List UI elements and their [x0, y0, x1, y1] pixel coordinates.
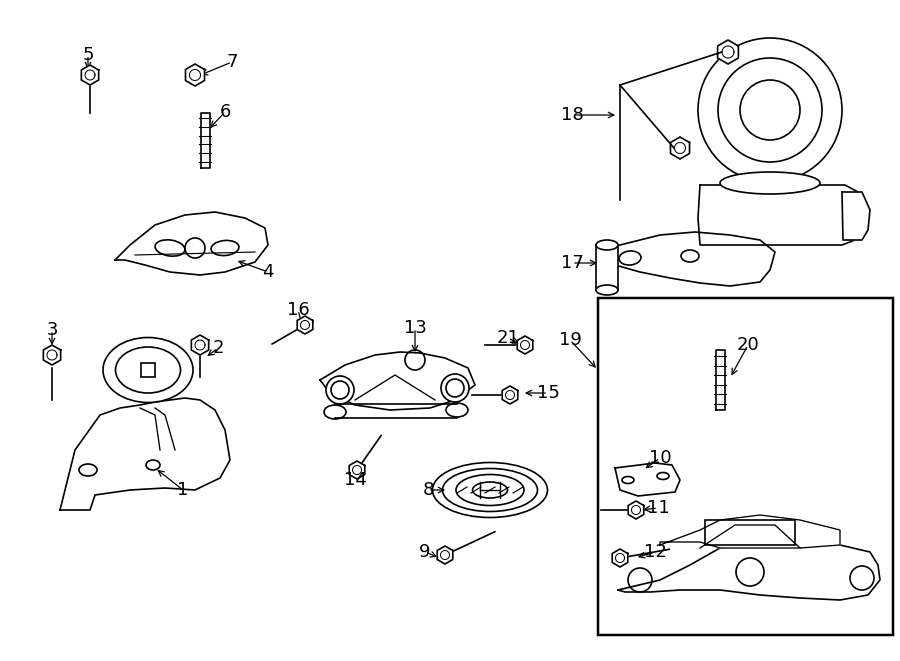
Polygon shape [628, 501, 644, 519]
Ellipse shape [433, 463, 547, 518]
Polygon shape [192, 335, 209, 355]
Polygon shape [115, 212, 268, 275]
Polygon shape [660, 515, 840, 548]
Polygon shape [698, 185, 860, 245]
Text: 13: 13 [403, 319, 427, 337]
Circle shape [441, 374, 469, 402]
Polygon shape [717, 40, 738, 64]
Text: 14: 14 [344, 471, 366, 489]
Polygon shape [716, 350, 724, 410]
Text: 17: 17 [561, 254, 583, 272]
Polygon shape [670, 137, 689, 159]
Polygon shape [43, 345, 60, 365]
Ellipse shape [324, 405, 346, 419]
Circle shape [326, 376, 354, 404]
Ellipse shape [596, 240, 618, 250]
Polygon shape [60, 398, 230, 510]
Text: 6: 6 [220, 103, 230, 121]
Text: 11: 11 [646, 499, 670, 517]
Text: 8: 8 [422, 481, 434, 499]
Bar [598, 298, 893, 635]
Polygon shape [842, 192, 870, 240]
Ellipse shape [720, 172, 820, 194]
Circle shape [698, 38, 842, 182]
Text: 15: 15 [536, 384, 560, 402]
Polygon shape [618, 540, 880, 600]
Polygon shape [615, 463, 680, 496]
Ellipse shape [596, 285, 618, 295]
Text: 16: 16 [286, 301, 310, 319]
Text: 20: 20 [736, 336, 760, 354]
Text: 7: 7 [226, 53, 238, 71]
Text: 1: 1 [177, 481, 189, 499]
Text: 2: 2 [212, 339, 224, 357]
Polygon shape [502, 386, 518, 404]
Text: 12: 12 [644, 543, 666, 561]
Polygon shape [349, 461, 364, 479]
Text: 9: 9 [419, 543, 431, 561]
Polygon shape [297, 316, 313, 334]
Bar [141, 363, 155, 377]
Text: 21: 21 [497, 329, 519, 347]
Text: 18: 18 [561, 106, 583, 124]
Polygon shape [201, 112, 210, 167]
Bar [596, 245, 618, 290]
Ellipse shape [103, 338, 193, 403]
Polygon shape [185, 64, 204, 86]
Bar [705, 520, 795, 545]
Polygon shape [320, 352, 475, 410]
Text: 10: 10 [649, 449, 671, 467]
Polygon shape [612, 549, 628, 567]
Ellipse shape [446, 403, 468, 417]
Text: 3: 3 [46, 321, 58, 339]
Polygon shape [437, 546, 453, 564]
Polygon shape [600, 232, 775, 286]
Polygon shape [518, 336, 533, 354]
Text: 5: 5 [82, 46, 94, 64]
Text: 19: 19 [559, 331, 581, 349]
Text: 4: 4 [262, 263, 274, 281]
Polygon shape [81, 65, 99, 85]
